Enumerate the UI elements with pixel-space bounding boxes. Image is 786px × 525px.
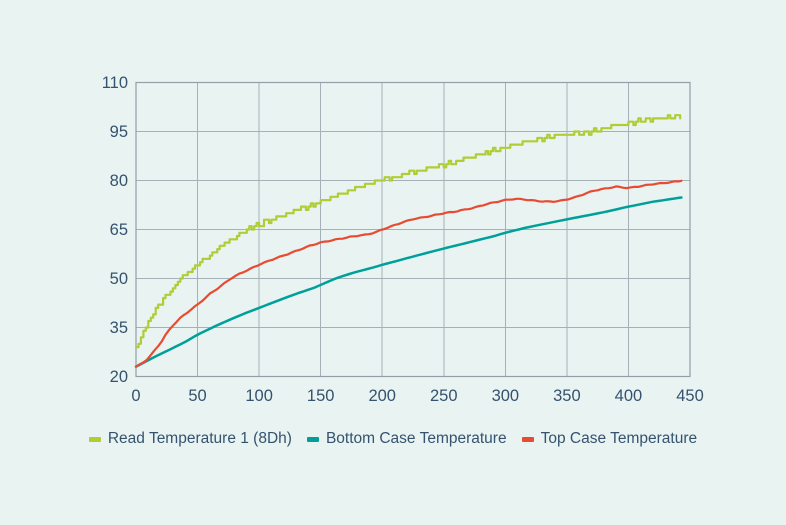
x-tick-label: 450 bbox=[676, 386, 704, 405]
legend-label: Top Case Temperature bbox=[540, 430, 698, 447]
x-tick-label: 100 bbox=[245, 386, 273, 405]
x-tick-label: 0 bbox=[131, 386, 141, 405]
grid-lines bbox=[135, 82, 691, 377]
data-series bbox=[134, 114, 683, 368]
y-tick-label: 35 bbox=[109, 318, 128, 337]
legend-item-bottom-case: Bottom Case Temperature bbox=[306, 430, 507, 448]
series-line-top-case bbox=[134, 179, 683, 368]
x-tick-label: 50 bbox=[188, 386, 207, 405]
series-line-bottom-case bbox=[134, 196, 683, 368]
x-tick-label: 350 bbox=[553, 386, 581, 405]
y-tick-label: 80 bbox=[109, 171, 128, 190]
y-tick-label: 65 bbox=[109, 220, 128, 239]
legend-item-top-case: Top Case Temperature bbox=[521, 430, 698, 448]
plot-border bbox=[135, 81, 691, 378]
legend-label: Read Temperature 1 (8Dh) bbox=[107, 430, 292, 447]
y-tick-label: 50 bbox=[109, 269, 128, 288]
x-tick-label: 200 bbox=[368, 386, 396, 405]
x-tick-label: 250 bbox=[430, 386, 458, 405]
legend-item-read-temperature: Read Temperature 1 (8Dh) bbox=[88, 430, 292, 448]
legend-label: Bottom Case Temperature bbox=[325, 430, 507, 447]
x-tick-label: 150 bbox=[306, 386, 335, 405]
series-line-read-temperature bbox=[134, 114, 682, 349]
y-tick-label: 95 bbox=[109, 122, 128, 141]
legend-marker-top-case-icon bbox=[521, 436, 534, 442]
x-tick-label: 300 bbox=[491, 386, 520, 405]
y-tick-label: 20 bbox=[109, 367, 128, 386]
chart-legend: Read Temperature 1 (8Dh) Bottom Case Tem… bbox=[0, 430, 786, 448]
x-tick-label: 400 bbox=[614, 386, 643, 405]
legend-marker-read-temperature-icon bbox=[88, 436, 101, 442]
legend-marker-bottom-case-icon bbox=[306, 436, 319, 442]
y-tick-label: 110 bbox=[101, 73, 128, 92]
